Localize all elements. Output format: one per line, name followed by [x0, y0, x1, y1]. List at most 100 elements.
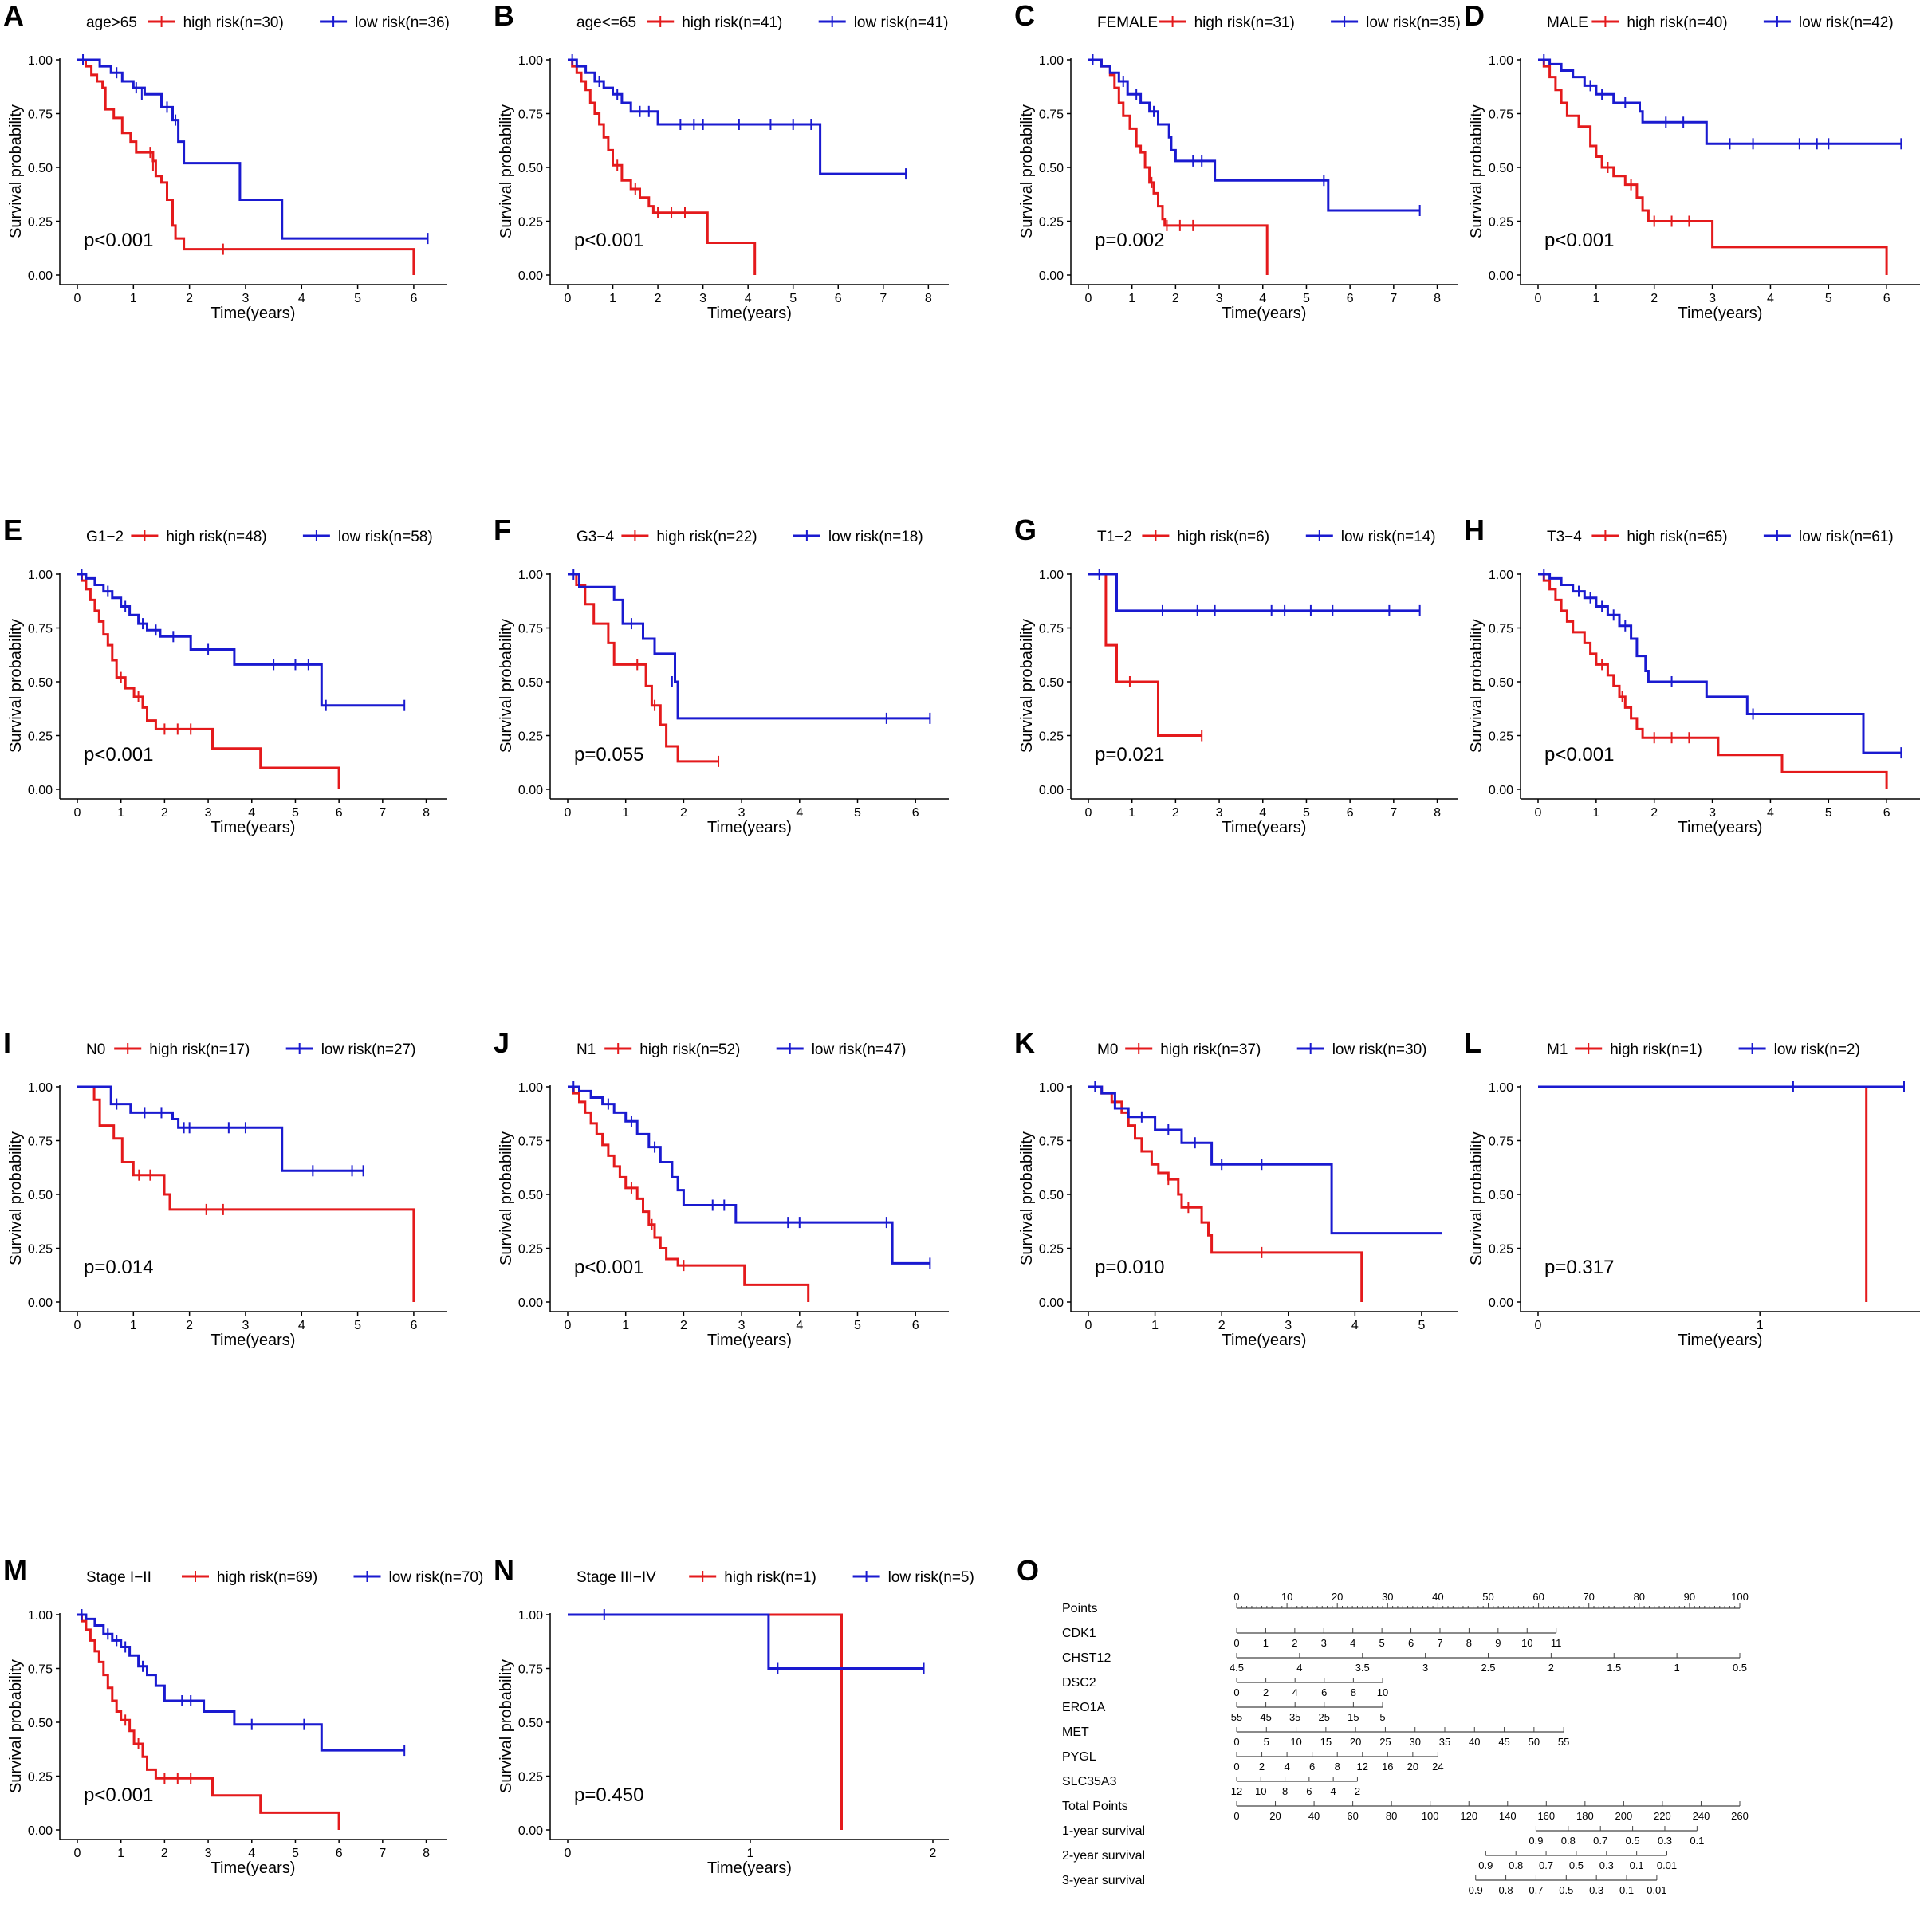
x-axis-title: Time(years) [707, 305, 792, 322]
nomogram-tick-label: 0.1 [1630, 1859, 1644, 1871]
panel-letter: G [1014, 513, 1037, 546]
legend-entry: high risk(n=52) [639, 1041, 740, 1058]
y-tick-label: 0.75 [1489, 623, 1513, 636]
nomogram-row-label: 3-year survival [1062, 1874, 1145, 1887]
nomogram-tick-label: 160 [1537, 1810, 1555, 1822]
y-tick-label: 1.00 [28, 1609, 53, 1623]
y-tick-label: 0.50 [518, 676, 543, 690]
nomogram-tick-label: 0.7 [1593, 1835, 1607, 1847]
panel-letter: I [3, 1026, 11, 1059]
legend-group-label: T1−2 [1097, 529, 1132, 545]
km-curve-high-risk [1088, 1085, 1363, 1302]
nomogram-tick-label: 2 [1548, 1662, 1554, 1674]
km-curve-low-risk [568, 573, 930, 720]
y-tick-label: 0.50 [28, 1717, 53, 1730]
p-value-label: p<0.001 [84, 744, 153, 765]
x-tick-label: 5 [354, 292, 361, 305]
nomogram-tick-label: 4.5 [1230, 1662, 1244, 1674]
km-curve-low-risk [77, 58, 428, 240]
panel-letter: O [1017, 1554, 1039, 1587]
legend-entry: high risk(n=48) [166, 529, 266, 545]
y-tick-label: 0.25 [28, 1771, 53, 1784]
nomogram-tick-label: 10 [1521, 1637, 1532, 1649]
nomogram-tick-label: 0.5 [1559, 1884, 1573, 1896]
legend-entry: high risk(n=69) [217, 1569, 317, 1586]
y-tick-label: 1.00 [1039, 54, 1064, 68]
y-axis-title: Survival probability [7, 1659, 25, 1793]
x-tick-label: 4 [298, 292, 305, 305]
y-tick-label: 0.00 [518, 270, 543, 283]
nomogram-row-label: DSC2 [1062, 1676, 1096, 1690]
panel-letter: E [3, 513, 22, 546]
x-tick-label: 5 [1418, 1319, 1425, 1332]
legend-group-label: age<=65 [576, 14, 636, 31]
km-curve-high-risk [568, 1085, 810, 1302]
nomogram-tick-label: 0.01 [1657, 1859, 1677, 1871]
nomogram-tick-label: 100 [1731, 1591, 1749, 1603]
y-tick-label: 0.50 [28, 1189, 53, 1202]
x-tick-label: 2 [680, 806, 687, 820]
legend-entry: low risk(n=70) [389, 1569, 484, 1586]
nomogram-row-label: MET [1062, 1725, 1089, 1739]
nomogram-tick-label: 20 [1269, 1810, 1281, 1822]
y-tick-label: 0.25 [1039, 1243, 1064, 1257]
legend-entry: low risk(n=41) [854, 14, 949, 31]
legend-entry: low risk(n=58) [338, 529, 433, 545]
nomogram-tick-label: 220 [1654, 1810, 1671, 1822]
nomogram-tick-label: 25 [1379, 1736, 1391, 1748]
p-value-label: p<0.001 [1544, 230, 1614, 251]
y-tick-label: 0.00 [1489, 270, 1513, 283]
x-tick-label: 3 [242, 292, 249, 305]
panel-letter: H [1464, 513, 1485, 546]
x-tick-label: 0 [565, 1319, 572, 1332]
x-tick-label: 8 [1434, 806, 1441, 820]
nomogram-tick-label: 30 [1409, 1736, 1420, 1748]
nomogram-row-label: Total Points [1062, 1800, 1128, 1813]
x-tick-label: 7 [379, 806, 386, 820]
x-tick-label: 6 [1347, 292, 1354, 305]
x-tick-label: 2 [680, 1319, 687, 1332]
y-tick-label: 0.75 [28, 1663, 53, 1677]
x-tick-label: 3 [738, 1319, 746, 1332]
panel-letter: A [3, 0, 24, 32]
nomogram-tick-label: 50 [1482, 1591, 1493, 1603]
nomogram-tick-label: 0 [1233, 1736, 1239, 1748]
x-tick-label: 4 [248, 806, 255, 820]
legend-entry: low risk(n=35) [1366, 14, 1461, 31]
x-axis-title: Time(years) [707, 1332, 792, 1349]
nomogram-tick-label: 0.8 [1561, 1835, 1576, 1847]
legend-entry: low risk(n=47) [812, 1041, 907, 1058]
nomogram-tick-label: 20 [1332, 1591, 1343, 1603]
x-axis-title: Time(years) [1222, 819, 1307, 836]
nomogram-tick-label: 25 [1319, 1711, 1330, 1723]
x-tick-label: 0 [565, 292, 572, 305]
nomogram-tick-label: 35 [1439, 1736, 1450, 1748]
nomogram-tick-label: 3 [1422, 1662, 1428, 1674]
x-tick-label: 0 [1085, 806, 1092, 820]
nomogram-tick-label: 0.7 [1529, 1884, 1543, 1896]
y-axis-title: Survival probability [1018, 1131, 1036, 1265]
legend-entry: low risk(n=30) [1332, 1041, 1427, 1058]
y-axis-title: Survival probability [1468, 104, 1485, 238]
nomogram-tick-label: 3.5 [1355, 1662, 1370, 1674]
y-axis-title: Survival probability [7, 619, 25, 753]
y-tick-label: 0.75 [518, 1663, 543, 1677]
y-tick-label: 0.00 [1489, 784, 1513, 797]
p-value-label: p<0.001 [84, 230, 153, 251]
legend-entry: high risk(n=17) [149, 1041, 250, 1058]
x-tick-label: 1 [117, 806, 124, 820]
y-axis-title: Survival probability [498, 619, 515, 753]
p-value-label: p<0.001 [574, 230, 643, 251]
y-tick-label: 0.50 [1039, 162, 1064, 175]
nomogram-tick-label: 8 [1282, 1785, 1288, 1797]
x-tick-label: 2 [1650, 806, 1658, 820]
p-value-label: p=0.055 [574, 744, 643, 765]
km-curve-high-risk [1088, 58, 1269, 275]
nomogram-row-dsc2: DSC2 0 2 4 6 8 10 [1062, 1676, 1388, 1698]
nomogram-tick-label: 0.8 [1499, 1884, 1513, 1896]
x-tick-label: 1 [1151, 1319, 1159, 1332]
nomogram-tick-label: 0.8 [1509, 1859, 1523, 1871]
y-tick-label: 0.25 [1489, 216, 1513, 230]
